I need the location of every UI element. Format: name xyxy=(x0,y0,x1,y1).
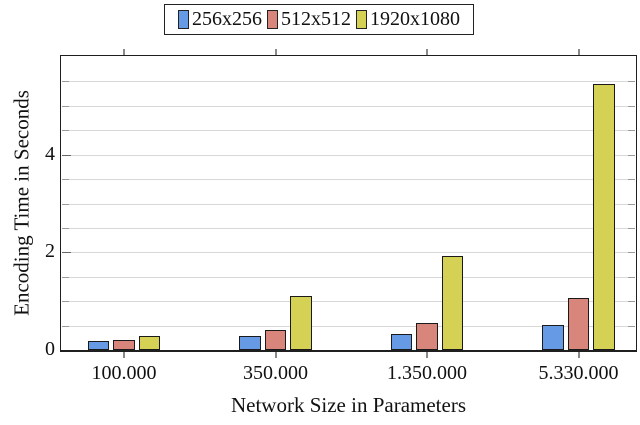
y-tick xyxy=(628,301,635,303)
legend-entry: 1920x1080 xyxy=(356,8,460,31)
gridline xyxy=(62,179,635,181)
x-axis-label: Network Size in Parameters xyxy=(230,393,466,417)
y-tick xyxy=(62,105,69,107)
x-tick xyxy=(274,49,277,55)
bar-1920x1080 xyxy=(138,336,161,350)
x-tick-label: 1.350.000 xyxy=(387,362,467,384)
bar-256x256 xyxy=(87,340,110,350)
y-tick xyxy=(628,105,635,107)
y-tick xyxy=(62,203,69,205)
gridline xyxy=(62,81,635,83)
x-tick xyxy=(426,352,428,358)
legend-swatch-512x512 xyxy=(267,10,278,29)
bar-512x512 xyxy=(264,330,287,350)
gridline xyxy=(62,276,635,278)
legend-entry: 512x512 xyxy=(267,8,351,31)
legend-swatch-1920x1080 xyxy=(356,10,367,29)
gridline xyxy=(62,252,635,254)
gridline xyxy=(62,301,635,303)
x-tick xyxy=(577,352,580,358)
plot-area xyxy=(60,49,637,358)
y-tick xyxy=(62,325,69,327)
x-tick-label: 5.330.000 xyxy=(538,362,619,384)
y-tick-label: 0 xyxy=(45,338,55,361)
y-tick-major xyxy=(62,252,71,254)
y-tick xyxy=(628,325,635,327)
y-tick xyxy=(62,301,69,303)
y-tick xyxy=(62,276,69,278)
y-tick xyxy=(62,179,69,181)
legend-label: 256x256 xyxy=(192,8,262,30)
x-tick xyxy=(123,49,125,55)
chart-legend: 256x256 512x512 1920x1080 xyxy=(164,4,474,35)
y-tick xyxy=(628,179,635,181)
legend-label: 1920x1080 xyxy=(370,8,460,30)
bar-256x256 xyxy=(239,336,261,350)
gridline xyxy=(62,325,635,327)
x-tick xyxy=(577,49,580,55)
gridline xyxy=(62,227,635,229)
bar-512x512 xyxy=(113,340,135,350)
legend-swatch-256x256 xyxy=(178,10,189,29)
y-tick-label: 2 xyxy=(45,240,55,263)
bar-1920x1080 xyxy=(593,83,615,350)
gridline xyxy=(62,203,635,205)
y-tick xyxy=(628,81,635,83)
legend-label: 512x512 xyxy=(281,8,351,30)
x-tick-label: 350.000 xyxy=(243,362,308,384)
y-tick-label: 4 xyxy=(45,142,55,165)
x-tick xyxy=(274,352,277,358)
gridline xyxy=(62,105,635,107)
y-tick xyxy=(628,203,635,205)
bar-1920x1080 xyxy=(290,296,312,350)
y-tick xyxy=(628,276,635,278)
bar-1920x1080 xyxy=(441,255,464,350)
bar-256x256 xyxy=(542,325,564,350)
legend-entry: 256x256 xyxy=(178,8,262,31)
bar-512x512 xyxy=(567,297,590,350)
bar-512x512 xyxy=(416,323,438,350)
y-tick xyxy=(62,227,69,229)
y-tick xyxy=(628,130,635,132)
bar-256x256 xyxy=(390,333,413,350)
y-tick xyxy=(628,154,635,156)
x-tick xyxy=(123,352,125,358)
gridline xyxy=(62,130,635,132)
y-tick xyxy=(628,252,635,254)
y-tick xyxy=(62,81,69,83)
x-tick xyxy=(426,49,428,55)
x-tick-label: 100.000 xyxy=(91,362,157,384)
gridline xyxy=(62,154,635,156)
y-tick-major xyxy=(62,154,71,156)
y-tick xyxy=(62,130,69,132)
y-axis-label: Encoding Time in Seconds xyxy=(9,90,34,316)
y-tick xyxy=(628,227,635,229)
